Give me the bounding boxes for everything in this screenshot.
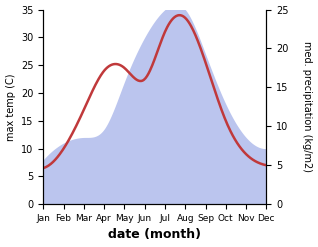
Y-axis label: max temp (C): max temp (C) — [5, 73, 16, 141]
X-axis label: date (month): date (month) — [108, 228, 201, 242]
Y-axis label: med. precipitation (kg/m2): med. precipitation (kg/m2) — [302, 41, 313, 172]
